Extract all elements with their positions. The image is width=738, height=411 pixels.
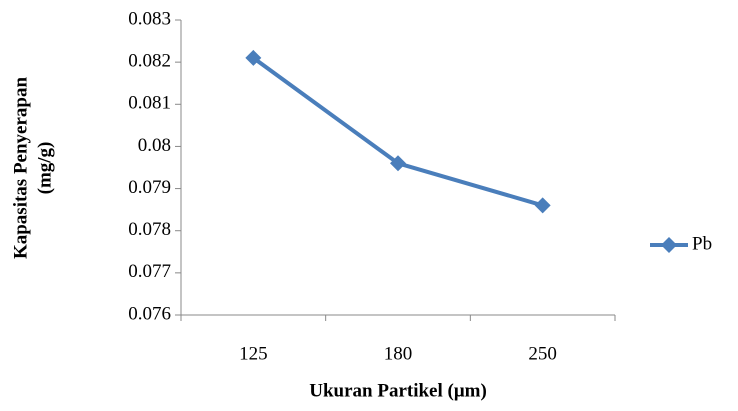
point-marker xyxy=(390,155,406,172)
legend-marker xyxy=(661,237,677,253)
y-tick-label: 0.078 xyxy=(128,219,171,240)
y-tick-label: 0.08 xyxy=(138,135,171,156)
y-axis-title: (mg/g) xyxy=(34,142,55,195)
series-line xyxy=(252,56,544,208)
x-tick-label: 250 xyxy=(528,343,557,364)
y-tick-label: 0.082 xyxy=(128,51,171,72)
legend-label: Pb xyxy=(692,233,712,254)
x-tick-label: 180 xyxy=(384,343,413,364)
point-marker xyxy=(534,197,551,214)
y-tick-label: 0.077 xyxy=(128,261,171,282)
x-axis-title: Ukuran Partikel (μm) xyxy=(309,380,487,401)
y-axis-title: Kapasitas Penyerapan xyxy=(10,77,31,260)
y-tick-label: 0.076 xyxy=(128,303,171,324)
y-tick-label: 0.083 xyxy=(128,8,171,29)
y-tick-label: 0.079 xyxy=(128,177,171,198)
x-tick-label: 125 xyxy=(239,343,268,364)
point-marker xyxy=(245,49,262,66)
y-tick-label: 0.081 xyxy=(128,93,171,114)
